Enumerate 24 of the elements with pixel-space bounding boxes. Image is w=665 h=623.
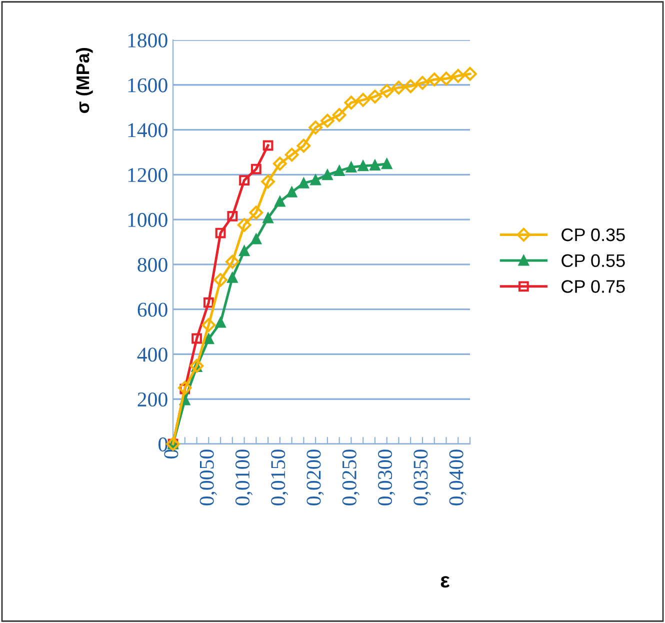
- y-tick-label: 1400: [128, 123, 168, 138]
- legend-label: CP 0.55: [562, 254, 625, 268]
- x-tick-label: 0,0100: [235, 450, 252, 506]
- x-tick-label: 0,0150: [271, 450, 288, 506]
- x-tick-label: 0,0050: [200, 450, 217, 506]
- legend-label: CP 0.35: [562, 228, 625, 242]
- x-tick-label: 0: [164, 450, 178, 458]
- x-tick-label: 0,0400: [449, 450, 466, 506]
- x-tick-label: 0,0350: [414, 450, 431, 506]
- y-tick-label: 400: [137, 348, 168, 362]
- x-tick-label: 0,0200: [306, 450, 324, 506]
- y-tick-label: 1600: [128, 78, 168, 92]
- y-tick-label: 1000: [128, 212, 168, 227]
- legend-label: CP 0.75: [562, 280, 625, 293]
- y-axis-title: σ (MPa): [76, 48, 93, 113]
- x-axis-title: ε: [440, 576, 450, 588]
- x-tick-label: 0,0250: [342, 450, 360, 506]
- y-tick-label: 200: [138, 392, 168, 407]
- y-tick-label: 1200: [128, 168, 168, 182]
- y-tick-label: 600: [138, 302, 168, 317]
- y-tick-label: 0: [158, 437, 168, 452]
- x-tick-label: 0,0300: [378, 450, 396, 506]
- y-tick-label: 1800: [128, 33, 168, 48]
- y-tick-label: 800: [138, 258, 168, 272]
